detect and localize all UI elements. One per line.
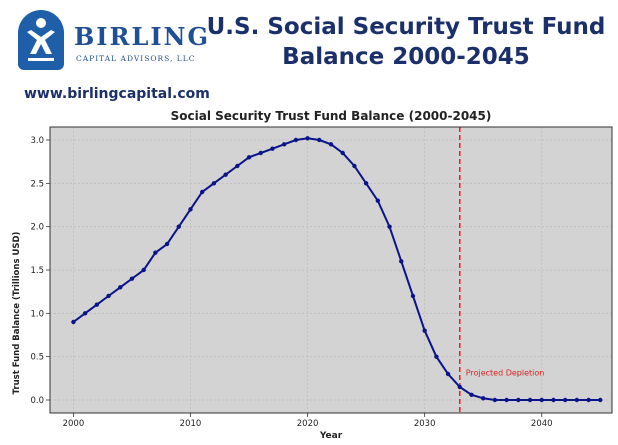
data-point [469, 392, 474, 397]
data-point [305, 136, 310, 141]
data-point [200, 189, 205, 195]
data-point [71, 319, 76, 325]
axis-ticks: 2000 2010 2020 2030 2040 0.0 0.5 1.0 1.5 2.0 2.5 3.… [30, 136, 552, 429]
depletion-label: Projected Depletion [466, 369, 545, 378]
data-point [293, 137, 299, 143]
data-point [399, 259, 404, 264]
x-tick-label: 2020 [297, 419, 319, 429]
data-point [141, 267, 146, 273]
y-axis-label: Trust Fund Balance (Trillions USD) [12, 231, 22, 394]
y-tick-label: 2.0 [30, 223, 44, 233]
data-point [539, 397, 544, 403]
data-point [574, 397, 580, 403]
data-point [106, 293, 111, 299]
data-point [481, 396, 486, 401]
x-tick-label: 2000 [63, 419, 85, 429]
data-point [281, 142, 287, 147]
data-point [504, 397, 509, 403]
data-point [188, 207, 193, 212]
data-point [598, 397, 603, 403]
data-point [129, 276, 135, 281]
annotations: Projected Depletion [459, 127, 545, 413]
data-point [118, 285, 123, 290]
data-point [223, 172, 228, 177]
data-point [176, 224, 181, 229]
data-point [258, 150, 263, 156]
data-point [94, 302, 100, 307]
trust-fund-chart: Social Security Trust Fund Balance (2000… [12, 109, 613, 441]
data-point [153, 250, 158, 255]
data-point [82, 311, 88, 316]
data-point [164, 241, 170, 247]
data-point [317, 137, 322, 143]
data-point [363, 181, 369, 186]
data-point [387, 224, 392, 229]
data-point [422, 328, 427, 333]
data-point [434, 354, 439, 359]
logo-badge-icon [18, 10, 64, 70]
x-tick-label: 2010 [180, 419, 202, 429]
data-point [211, 181, 217, 186]
logo-name: BIRLING [74, 22, 210, 51]
company-logo: BIRLING CAPITAL ADVISORS, LLC [14, 8, 208, 78]
y-tick-label: 1.5 [30, 266, 44, 276]
page-title-line-2: Balance 2000-2045 [282, 44, 530, 70]
data-point [445, 371, 451, 377]
x-tick-label: 2040 [531, 419, 553, 429]
data-point [235, 163, 240, 169]
page-title-line-1: U.S. Social Security Trust Fund [206, 14, 606, 40]
data-point [246, 155, 252, 160]
data-point [270, 146, 275, 151]
logo-subtitle: CAPITAL ADVISORS, LLC [76, 54, 196, 63]
y-tick-label: 0.5 [30, 353, 44, 363]
chart-title: Social Security Trust Fund Balance (2000… [171, 109, 492, 123]
data-point [586, 397, 591, 403]
page-title: U.S. Social Security Trust Fund Balance … [206, 12, 606, 72]
y-tick-label: 3.0 [30, 136, 44, 146]
data-point [551, 397, 556, 403]
data-point [562, 397, 568, 403]
data-point [492, 397, 498, 403]
plot-frame [49, 126, 613, 414]
data-point [527, 397, 533, 403]
data-series [71, 136, 603, 403]
x-tick-label: 2030 [414, 419, 436, 429]
y-tick-label: 1.0 [30, 309, 44, 319]
data-point [375, 198, 381, 203]
data-point [516, 397, 521, 403]
y-tick-label: 2.5 [30, 179, 44, 189]
data-point [457, 384, 462, 390]
x-axis-label: Year [319, 431, 343, 441]
data-point [340, 150, 345, 156]
y-tick-label: 0.0 [30, 396, 44, 406]
website-link[interactable]: www.birlingcapital.com [24, 86, 210, 102]
series-line [72, 137, 601, 401]
data-point [410, 293, 416, 299]
data-point [328, 142, 334, 147]
data-point [352, 163, 357, 169]
